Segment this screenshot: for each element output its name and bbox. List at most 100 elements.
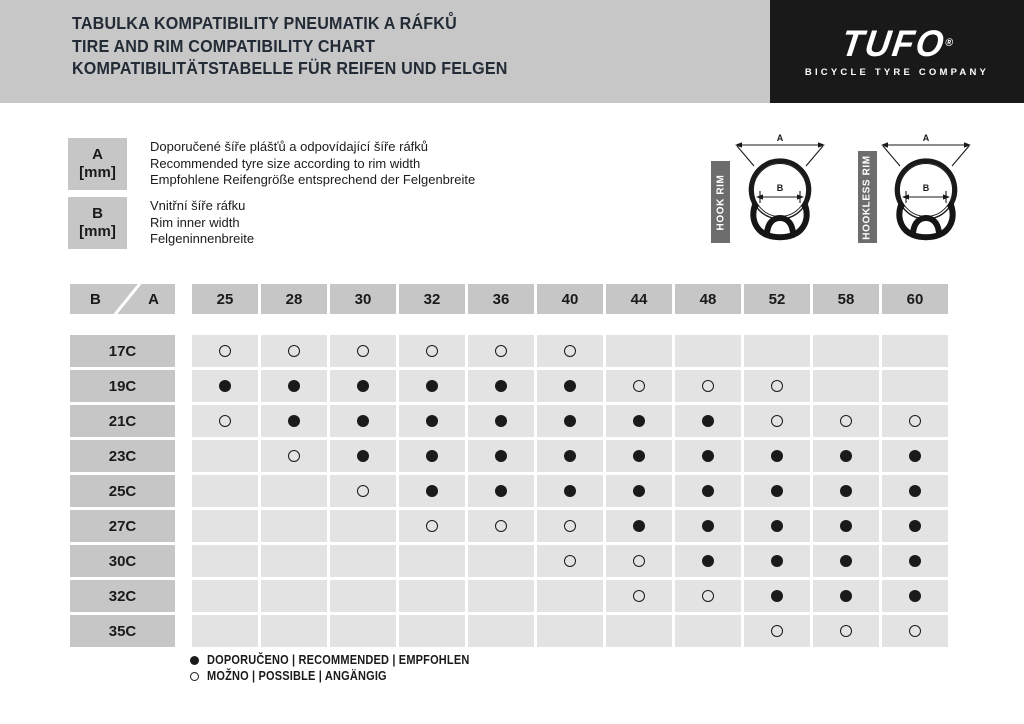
key-a-unit: [mm] (79, 164, 116, 181)
possible-dot (702, 590, 714, 602)
recommended-dot (909, 590, 921, 602)
recommended-dot (702, 520, 714, 532)
column-header-25: 25 (192, 284, 258, 314)
cell-27C-28 (261, 510, 327, 542)
table-header-row: B A 25 28 30 32 36 40 44 48 52 58 60 (70, 284, 948, 314)
hook-rim-label: HOOK RIM (711, 161, 730, 243)
dim-a-label: A (923, 133, 930, 143)
cell-30C-32 (399, 545, 465, 577)
column-header-28: 28 (261, 284, 327, 314)
cell-35C-58 (813, 615, 879, 647)
cell-32C-48 (675, 580, 741, 612)
row-header-27C: 27C (70, 510, 175, 542)
cell-35C-32 (399, 615, 465, 647)
cell-30C-28 (261, 545, 327, 577)
cell-19C-32 (399, 370, 465, 402)
column-header-44: 44 (606, 284, 672, 314)
possible-dot (909, 625, 921, 637)
cell-25C-48 (675, 475, 741, 507)
cell-32C-58 (813, 580, 879, 612)
table-row-30C: 30C (70, 545, 948, 577)
row-header-32C: 32C (70, 580, 175, 612)
recommended-dot (633, 415, 645, 427)
table-row-cells (192, 615, 948, 647)
recommended-dot (702, 415, 714, 427)
possible-dot (495, 520, 507, 532)
key-b-description: Vnitřní šíře ráfku Rim inner width Felge… (150, 198, 254, 248)
cell-35C-40 (537, 615, 603, 647)
row-header-19C: 19C (70, 370, 175, 402)
row-header-25C: 25C (70, 475, 175, 507)
cell-32C-25 (192, 580, 258, 612)
cell-19C-52 (744, 370, 810, 402)
cell-30C-36 (468, 545, 534, 577)
cell-19C-30 (330, 370, 396, 402)
cell-17C-36 (468, 335, 534, 367)
cell-19C-40 (537, 370, 603, 402)
recommended-dot (357, 450, 369, 462)
recommended-dot (909, 520, 921, 532)
cell-23C-52 (744, 440, 810, 472)
recommended-dot (564, 415, 576, 427)
cell-17C-60 (882, 335, 948, 367)
column-header-30: 30 (330, 284, 396, 314)
cell-25C-25 (192, 475, 258, 507)
table-row-25C: 25C (70, 475, 948, 507)
key-b-line-cs: Vnitřní šíře ráfku (150, 198, 246, 213)
cell-21C-30 (330, 405, 396, 437)
table-row-cells (192, 510, 948, 542)
open-circle-icon (190, 671, 199, 681)
table-row-21C: 21C (70, 405, 948, 437)
recommended-dot (840, 590, 852, 602)
hook-rim-diagram: A B (735, 133, 825, 241)
possible-dot (909, 415, 921, 427)
cell-17C-40 (537, 335, 603, 367)
brand-name: TUFO (838, 23, 948, 64)
column-header-40: 40 (537, 284, 603, 314)
cell-30C-44 (606, 545, 672, 577)
cell-21C-36 (468, 405, 534, 437)
recommended-dot (702, 450, 714, 462)
cell-35C-28 (261, 615, 327, 647)
recommended-dot (771, 590, 783, 602)
possible-dot (633, 555, 645, 567)
cell-32C-44 (606, 580, 672, 612)
row-header-21C: 21C (70, 405, 175, 437)
legend-recommended-text: DOPORUČENO | RECOMMENDED | EMPFOHLEN (207, 653, 470, 667)
row-header-35C: 35C (70, 615, 175, 647)
key-a-box: A [mm] (68, 138, 127, 190)
col-axis-label: A (148, 290, 159, 308)
recommended-dot (633, 450, 645, 462)
cell-27C-52 (744, 510, 810, 542)
table-row-23C: 23C (70, 440, 948, 472)
arrowhead-icon (964, 142, 971, 148)
possible-dot (426, 520, 438, 532)
possible-dot (564, 520, 576, 532)
legend-recommended: DOPORUČENO | RECOMMENDED | EMPFOHLEN (190, 652, 505, 668)
row-axis-label: B (90, 290, 101, 308)
cell-17C-30 (330, 335, 396, 367)
column-header-36: 36 (468, 284, 534, 314)
column-header-48: 48 (675, 284, 741, 314)
page-title-line-de: KOMPATIBILITÄTSTABELLE FÜR REIFEN UND FE… (72, 58, 508, 78)
cell-25C-28 (261, 475, 327, 507)
cell-17C-48 (675, 335, 741, 367)
cell-17C-52 (744, 335, 810, 367)
page-title-line-en: TIRE AND RIM COMPATIBILITY CHART (72, 35, 376, 56)
cell-21C-28 (261, 405, 327, 437)
column-header-row: 25 28 30 32 36 40 44 48 52 58 60 (192, 284, 948, 314)
cell-19C-44 (606, 370, 672, 402)
cell-35C-48 (675, 615, 741, 647)
cell-27C-30 (330, 510, 396, 542)
cell-32C-28 (261, 580, 327, 612)
cell-30C-58 (813, 545, 879, 577)
arrowhead-icon (735, 142, 742, 148)
recommended-dot (702, 485, 714, 497)
cell-30C-40 (537, 545, 603, 577)
cell-32C-32 (399, 580, 465, 612)
cell-17C-25 (192, 335, 258, 367)
column-header-32: 32 (399, 284, 465, 314)
recommended-dot (771, 555, 783, 567)
brand-logo-box: TUFO® BICYCLE TYRE COMPANY (770, 0, 1024, 103)
recommended-dot (840, 485, 852, 497)
